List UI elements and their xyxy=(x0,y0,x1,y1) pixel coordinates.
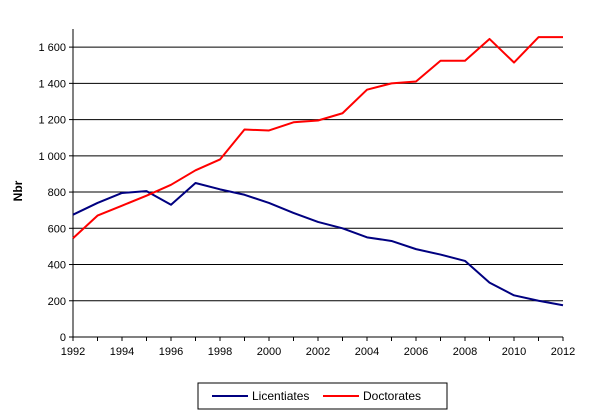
series-lines xyxy=(72,36,564,307)
y-tick-label-1: 200 xyxy=(48,296,66,308)
x-tick-label-1: 1994 xyxy=(110,346,134,358)
legend-label-licentiates: Licentiates xyxy=(252,389,309,403)
y-axis-tick-labels: 0 200 400 600 800 1 000 1 200 1 400 1 600 xyxy=(38,42,66,344)
x-tick-label-5: 2002 xyxy=(306,346,330,358)
y-tick-label-6: 1 200 xyxy=(38,115,66,127)
x-tick-label-0: 1992 xyxy=(61,346,85,358)
y-tick-label-8: 1 600 xyxy=(38,42,66,54)
y-tick-label-7: 1 400 xyxy=(38,78,66,90)
y-tick-label-4: 800 xyxy=(48,187,66,199)
x-tick-label-8: 2008 xyxy=(453,346,477,358)
legend-label-doctorates: Doctorates xyxy=(363,389,421,403)
axes xyxy=(69,29,564,341)
x-tick-label-7: 2006 xyxy=(404,346,428,358)
y-tick-label-2: 400 xyxy=(48,260,66,272)
legend: Licentiates Doctorates xyxy=(197,382,448,410)
x-tick-label-10: 2012 xyxy=(551,346,575,358)
y-tick-label-0: 0 xyxy=(60,332,66,344)
y-tick-label-5: 1 000 xyxy=(38,151,66,163)
x-tick-label-3: 1998 xyxy=(208,346,232,358)
y-tick-label-3: 600 xyxy=(48,223,66,235)
x-tick-label-9: 2010 xyxy=(502,346,526,358)
x-tick-label-2: 1996 xyxy=(159,346,183,358)
x-axis-tick-labels: 1992 1994 1996 1998 2000 2002 2004 2006 2008 2010… xyxy=(61,346,575,358)
x-tick-label-6: 2004 xyxy=(355,346,379,358)
x-tick-label-4: 2000 xyxy=(257,346,281,358)
y-axis-label: Nbr xyxy=(11,180,25,201)
